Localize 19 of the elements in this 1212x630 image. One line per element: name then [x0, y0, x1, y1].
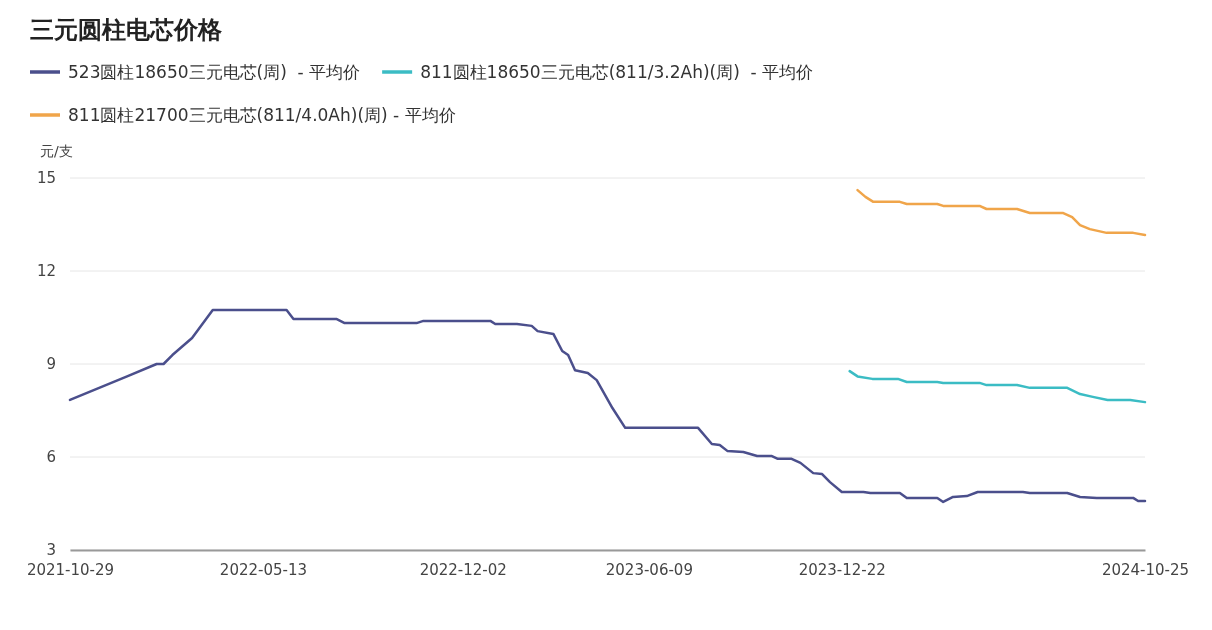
legend-label: 523圆柱18650三元电芯(周) - 平均价: [68, 62, 361, 82]
line-series: [848, 369, 1147, 404]
y-axis-title: 元/支: [40, 143, 73, 159]
y-tick-label: 9: [46, 355, 56, 374]
y-tick-label: 6: [46, 448, 56, 467]
chart-title: 三元圆柱电芯价格: [30, 16, 223, 44]
x-tick-label: 2022-05-13: [219, 560, 308, 579]
legend-label: 811圆柱18650三元电芯(811/3.2Ah)(周) - 平均价: [420, 62, 814, 82]
legend-label: 811圆柱21700三元电芯(811/4.0Ah)(周) - 平均价: [68, 105, 456, 125]
x-tick-label: 2022-12-02: [419, 560, 507, 579]
line-series: [856, 188, 1147, 237]
y-tick-label: 3: [46, 541, 56, 560]
y-tick-label: 15: [36, 169, 56, 188]
x-tick-label: 2023-06-09: [605, 560, 693, 579]
line-series: [68, 308, 1147, 504]
x-tick-label: 2021-10-29: [26, 560, 115, 579]
x-tick-label: 2024-10-25: [1101, 560, 1190, 579]
y-tick-label: 12: [36, 262, 56, 281]
x-tick-label: 2023-12-22: [798, 560, 886, 579]
